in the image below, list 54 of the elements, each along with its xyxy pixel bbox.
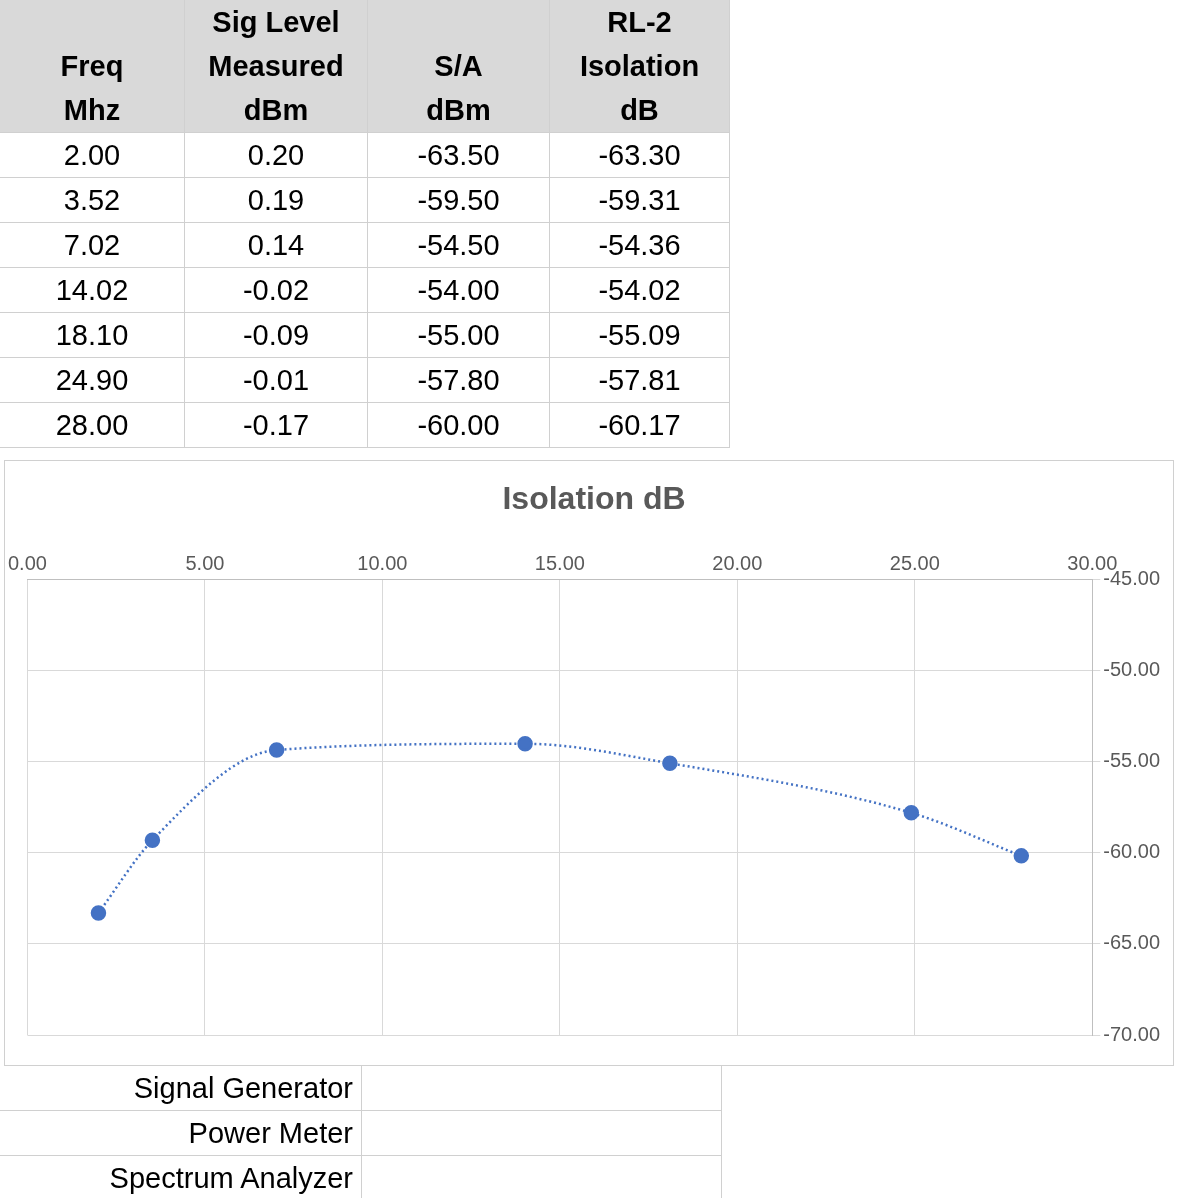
text: 3.52 [0,178,185,223]
text: 2.00 [0,133,185,178]
text: -63.30 [550,133,730,178]
text: Freq Mhz [0,0,185,133]
chart-title: Isolation dB [502,480,686,517]
text: 24.90 [0,358,185,403]
text: -55.00 [368,313,550,358]
x-tick-label: 10.00 [357,551,408,574]
text: -54.36 [550,223,730,268]
text: -54.00 [368,268,550,313]
x-tick-label: 20.00 [712,551,763,574]
text: -59.50 [368,178,550,223]
text: -55.09 [550,313,730,358]
x-tick-label: 0.00 [7,551,47,574]
point [144,832,161,848]
y-tick-label: -55.00 [1103,749,1161,772]
text: S/A dBm [368,0,550,133]
y-tick-label: -60.00 [1103,840,1161,863]
point [1013,848,1030,864]
point [90,905,107,921]
text: -57.81 [550,358,730,403]
text: -54.02 [550,268,730,313]
x-tick-label: 25.00 [889,551,940,574]
text: 0.20 [185,133,368,178]
text: Power Meter [0,1111,362,1156]
text: -60.00 [368,403,550,448]
text: Signal Generator [0,1066,362,1111]
text: Spectrum Analyzer [0,1156,362,1198]
point [268,742,285,758]
text: -0.02 [185,268,368,313]
text: 18.10 [0,313,185,358]
x-tick-label: 15.00 [534,551,585,574]
text: -60.17 [550,403,730,448]
text: -63.50 [368,133,550,178]
point [903,805,920,821]
point [662,755,678,772]
text: 0.14 [185,223,368,268]
text: 0.19 [185,178,368,223]
text: -57.80 [368,358,550,403]
text: RL-2 Isolation dB [550,0,730,133]
x-tick-label: 5.00 [185,551,225,574]
text: Sig Level Measured dBm [185,0,368,133]
text: -59.31 [550,178,730,223]
text: -0.01 [185,358,368,403]
text: 28.00 [0,403,185,448]
point [517,736,533,752]
y-tick-label: -70.00 [1103,1022,1161,1045]
y-tick-label: -50.00 [1103,658,1161,681]
text: 7.02 [0,223,185,268]
text: 14.02 [0,268,185,313]
y-tick-label: -65.00 [1103,931,1161,954]
text: -0.17 [185,403,368,448]
text: -0.09 [185,313,368,358]
text: -54.50 [368,223,550,268]
